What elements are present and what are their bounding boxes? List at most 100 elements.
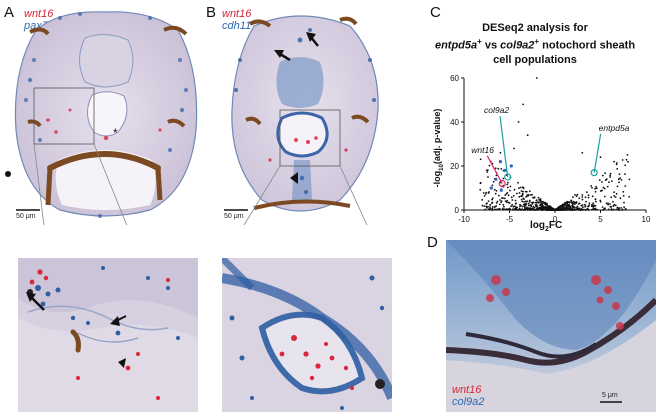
volcano-point xyxy=(595,200,597,203)
volcano-point xyxy=(520,195,523,198)
volcano-point xyxy=(619,197,622,200)
volcano-point xyxy=(607,202,609,205)
volcano-point xyxy=(506,201,508,204)
volcano-point xyxy=(521,200,524,203)
volcano-point xyxy=(545,203,548,206)
volcano-point xyxy=(499,199,501,201)
volcano-point xyxy=(522,187,525,190)
volcano-point xyxy=(594,187,596,190)
volcano-point xyxy=(561,207,564,209)
volcano-blue-point xyxy=(503,168,507,172)
volcano-point xyxy=(541,203,544,206)
gene-marker-col9a2 xyxy=(504,173,512,181)
volcano-point xyxy=(511,203,514,206)
volcano-point xyxy=(585,200,587,203)
x-axis-label: log2FC xyxy=(530,220,562,233)
volcano-point xyxy=(497,208,500,210)
volcano-point xyxy=(504,194,507,196)
volcano-point xyxy=(479,181,482,184)
volcano-point xyxy=(485,207,488,209)
panel-b-section-image xyxy=(224,15,379,225)
volcano-point xyxy=(575,206,578,209)
volcano-point xyxy=(616,206,619,209)
panel-d-letter: D xyxy=(427,234,438,251)
panel-b-letter: B xyxy=(206,4,217,21)
volcano-point xyxy=(497,167,500,170)
volcano-point xyxy=(537,201,540,204)
volcano-point xyxy=(592,202,595,205)
panel-b-gene-wnt16: wnt16 xyxy=(222,8,252,20)
volcano-point xyxy=(581,198,584,201)
volcano-point xyxy=(535,77,538,79)
volcano-point xyxy=(620,179,623,181)
chart-title-line2: entpd5a+ vs col9a2+ notochord sheath xyxy=(430,35,640,53)
volcano-point xyxy=(592,204,595,207)
volcano-point xyxy=(627,160,629,163)
volcano-point xyxy=(578,197,581,200)
volcano-point xyxy=(623,206,625,209)
volcano-point xyxy=(624,208,627,210)
volcano-point xyxy=(500,168,503,170)
volcano-point xyxy=(603,195,606,198)
volcano-point xyxy=(501,197,503,199)
chart-title-sup2: + xyxy=(534,37,540,46)
volcano-point xyxy=(483,195,486,197)
volcano-point xyxy=(591,195,594,198)
volcano-point xyxy=(528,199,531,202)
volcano-point xyxy=(496,200,499,203)
volcano-point xyxy=(602,186,605,189)
panel-a-inset-image xyxy=(18,258,198,412)
volcano-point xyxy=(564,207,567,210)
volcano-point xyxy=(622,190,625,193)
volcano-point xyxy=(616,168,619,170)
volcano-point xyxy=(531,201,533,204)
volcano-point xyxy=(581,204,584,206)
volcano-point xyxy=(486,171,489,173)
volcano-point xyxy=(506,183,509,186)
volcano-point xyxy=(542,202,545,204)
y-axis-label-sub: 10 xyxy=(439,164,445,171)
volcano-point xyxy=(612,200,614,203)
volcano-point xyxy=(506,186,509,189)
volcano-point xyxy=(615,162,618,164)
volcano-point xyxy=(543,208,546,210)
chart-title-line1: DESeq2 analysis for xyxy=(482,22,588,34)
y-tick-label: 0 xyxy=(455,206,460,215)
volcano-point xyxy=(614,204,617,207)
volcano-point xyxy=(601,189,603,192)
volcano-point xyxy=(487,192,490,194)
volcano-point xyxy=(519,204,522,207)
volcano-point xyxy=(500,200,503,203)
chart-title-sup1: + xyxy=(477,37,482,46)
volcano-point xyxy=(482,192,485,194)
volcano-point xyxy=(525,206,528,209)
volcano-point xyxy=(495,174,498,177)
volcano-point xyxy=(601,206,604,209)
volcano-point xyxy=(492,180,495,183)
volcano-point xyxy=(574,206,576,209)
volcano-point xyxy=(562,203,564,206)
volcano-point xyxy=(569,206,572,209)
y-axis-label-end: (adj. p-value) xyxy=(432,109,442,165)
volcano-point xyxy=(481,204,484,207)
volcano-point xyxy=(626,154,629,156)
volcano-point xyxy=(522,190,524,193)
volcano-blue-points xyxy=(489,160,513,192)
volcano-point xyxy=(511,199,514,201)
volcano-point xyxy=(526,134,529,137)
volcano-point xyxy=(502,203,505,206)
panel-d-gene-wnt16: wnt16 xyxy=(452,384,482,396)
volcano-point xyxy=(535,199,538,202)
volcano-point xyxy=(628,196,630,198)
volcano-point xyxy=(609,172,612,175)
volcano-point xyxy=(613,203,616,206)
volcano-point xyxy=(517,121,520,123)
volcano-point xyxy=(565,206,568,208)
chart-title-vs: vs xyxy=(481,39,501,52)
volcano-point xyxy=(548,206,550,209)
x-tick-label: 10 xyxy=(642,215,651,224)
volcano-point xyxy=(510,196,513,199)
volcano-point xyxy=(522,203,525,206)
volcano-blue-point xyxy=(498,160,502,164)
y-axis-label-log: -log xyxy=(432,171,442,188)
